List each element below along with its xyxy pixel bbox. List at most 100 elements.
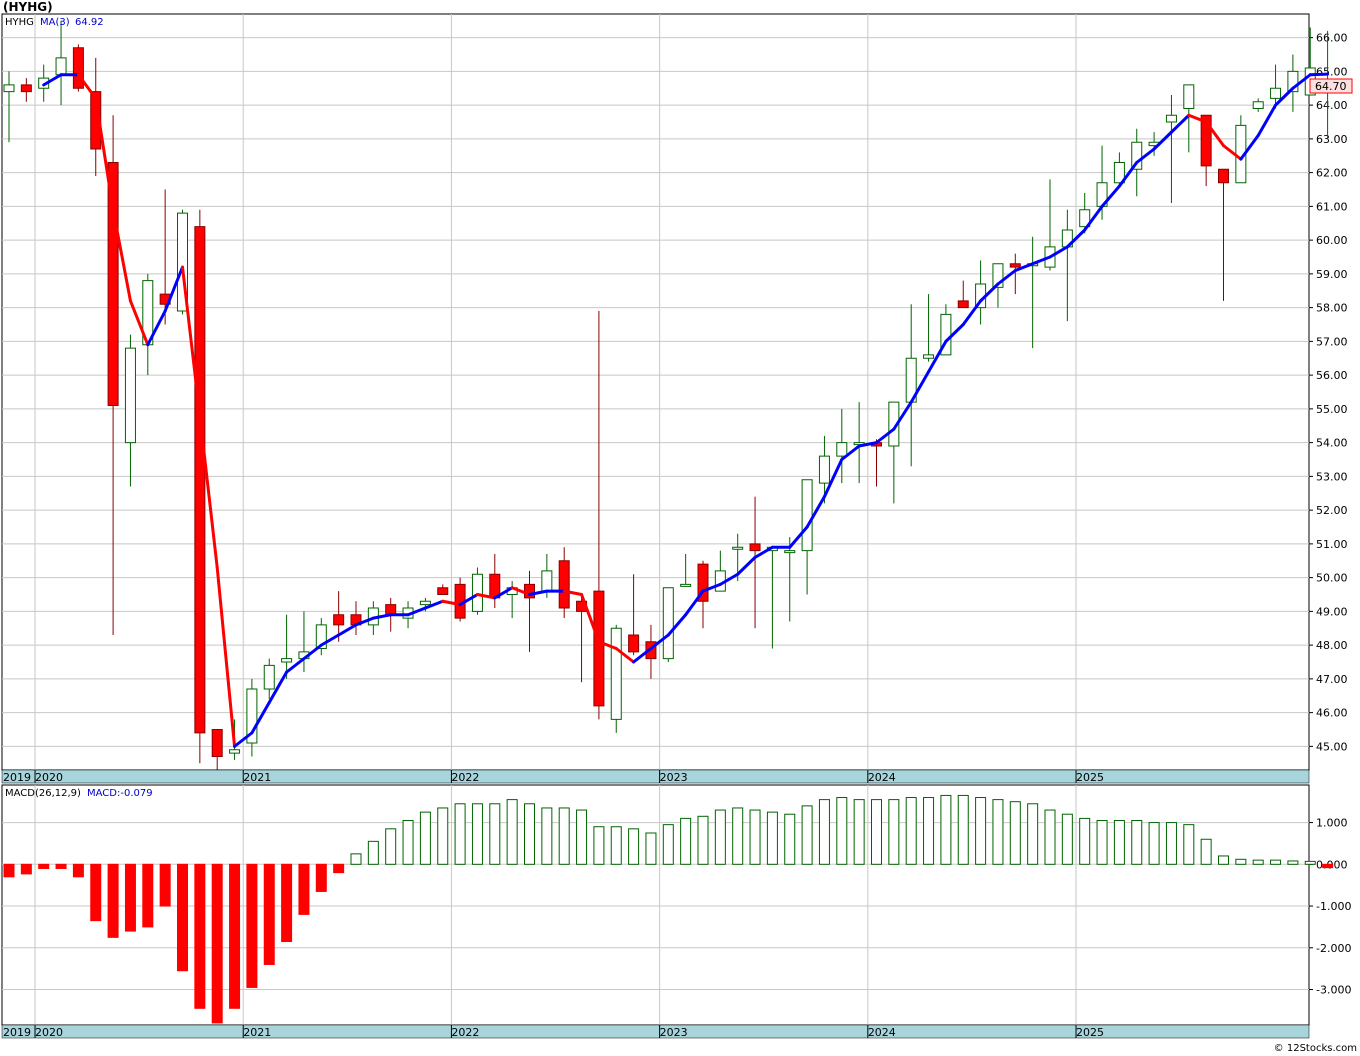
ma-segment — [892, 400, 913, 431]
candle-body — [801, 479, 813, 552]
macd-bar — [645, 832, 657, 865]
ma-segment — [1117, 161, 1139, 188]
macd-bar — [159, 863, 171, 907]
date-axis-band-bottom — [1, 1024, 1310, 1039]
macd-bar — [871, 799, 882, 865]
candle — [923, 294, 935, 362]
candle-body — [1183, 84, 1195, 109]
ma-segment — [111, 208, 132, 303]
ma-value: 64.92 — [75, 17, 104, 28]
price-tick-label: 51.00 — [1316, 538, 1348, 551]
candle-body — [333, 614, 345, 626]
candle-body — [315, 624, 327, 649]
ma-segment — [1256, 103, 1278, 137]
macd-bar — [107, 863, 119, 938]
price-tick-label: 54.00 — [1316, 437, 1348, 450]
ma-segment — [458, 593, 479, 607]
price-y-axis: 45.00 46.00 47.00 48.00 49.00 50.00 51.00 52.00… — [1309, 32, 1348, 753]
price-tick-label: 46.00 — [1316, 707, 1348, 720]
candle — [558, 547, 570, 619]
macd-bar — [350, 853, 362, 865]
candle — [1165, 95, 1177, 203]
candle-body — [836, 442, 848, 457]
candle-body — [1252, 101, 1264, 109]
ma-segment — [597, 640, 618, 650]
macd-bar — [1113, 819, 1125, 865]
candle — [454, 577, 466, 622]
ma-segment — [1100, 184, 1121, 208]
macd-value: MACD:-0.079 — [87, 788, 153, 799]
candle-body — [385, 604, 397, 616]
last-price-value: 64.70 — [1315, 80, 1347, 93]
candle-body — [541, 570, 553, 592]
candle — [246, 678, 258, 757]
macd-bar — [38, 863, 50, 869]
macd-bar — [628, 828, 640, 865]
ma-segment — [267, 670, 289, 704]
candle — [437, 584, 449, 595]
price-tick-label: 55.00 — [1316, 403, 1348, 416]
candle-body — [957, 300, 969, 309]
candle-body — [818, 455, 830, 484]
ma-segment — [42, 73, 63, 87]
candle — [90, 57, 102, 176]
macd-bar — [142, 863, 154, 928]
macd-bar — [211, 863, 223, 1024]
macd-tick-label: -3.000 — [1316, 984, 1351, 997]
price-tick-label: 63.00 — [1316, 133, 1348, 146]
macd-bar — [818, 799, 830, 865]
date-label: 2021 — [243, 1026, 271, 1039]
macd-bar — [992, 799, 1004, 865]
candle — [749, 496, 761, 629]
macd-bar — [940, 794, 952, 865]
candle — [263, 658, 275, 700]
candle-body — [55, 57, 67, 76]
ma-segment — [1204, 120, 1225, 148]
ticker-label: HYHG — [5, 17, 34, 28]
macd-bar — [1079, 817, 1091, 865]
ma-segment — [580, 593, 601, 644]
candle — [680, 554, 692, 587]
macd-bar — [55, 863, 67, 869]
date-label: 2020 — [35, 771, 63, 784]
macd-bar — [1009, 801, 1021, 865]
price-tick-label: 65.00 — [1316, 65, 1348, 78]
watermark: © 12Stocks.com — [1274, 1043, 1357, 1054]
ma-segment — [285, 657, 306, 674]
macd-bar — [975, 797, 987, 865]
macd-bar — [298, 863, 310, 915]
candle — [20, 78, 32, 102]
candle-body — [194, 226, 206, 734]
candle-body — [1200, 114, 1212, 167]
candle-body — [1165, 114, 1177, 123]
price-tick-label: 49.00 — [1316, 605, 1348, 618]
candle-body — [1079, 209, 1091, 228]
candle — [1252, 98, 1264, 112]
ma-segment — [1291, 73, 1312, 90]
date-axis-labels: 2019 2020 2021 2022 2023 2024 2025 — [3, 770, 1104, 784]
candle-body — [281, 658, 293, 663]
ma-segment — [562, 589, 584, 596]
ma-segment — [684, 589, 705, 617]
ma-label: MA(3) — [40, 17, 70, 28]
date-label: 2023 — [660, 771, 688, 784]
candle-body — [784, 550, 796, 554]
ma-segment — [215, 566, 237, 748]
macd-bar — [1148, 822, 1160, 865]
macd-bar — [1027, 803, 1039, 865]
candle-body — [558, 560, 570, 609]
macd-bar — [576, 809, 588, 865]
candle-body — [107, 162, 119, 406]
ma-segment — [181, 265, 202, 418]
ma-segment — [701, 582, 722, 593]
price-tick-label: 45.00 — [1316, 740, 1348, 753]
macd-bar — [1183, 824, 1195, 865]
candle — [697, 560, 709, 629]
ma-segment — [510, 586, 531, 596]
ma-segment — [1222, 144, 1243, 161]
macd-bar — [315, 863, 327, 892]
ma-segment — [319, 633, 341, 647]
candle-body — [20, 84, 32, 93]
macd-bar — [1061, 813, 1073, 865]
